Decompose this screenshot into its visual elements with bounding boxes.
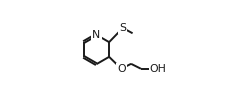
Text: OH: OH (149, 64, 166, 74)
Text: N: N (92, 30, 100, 40)
Text: S: S (119, 23, 126, 33)
Text: O: O (117, 64, 125, 74)
